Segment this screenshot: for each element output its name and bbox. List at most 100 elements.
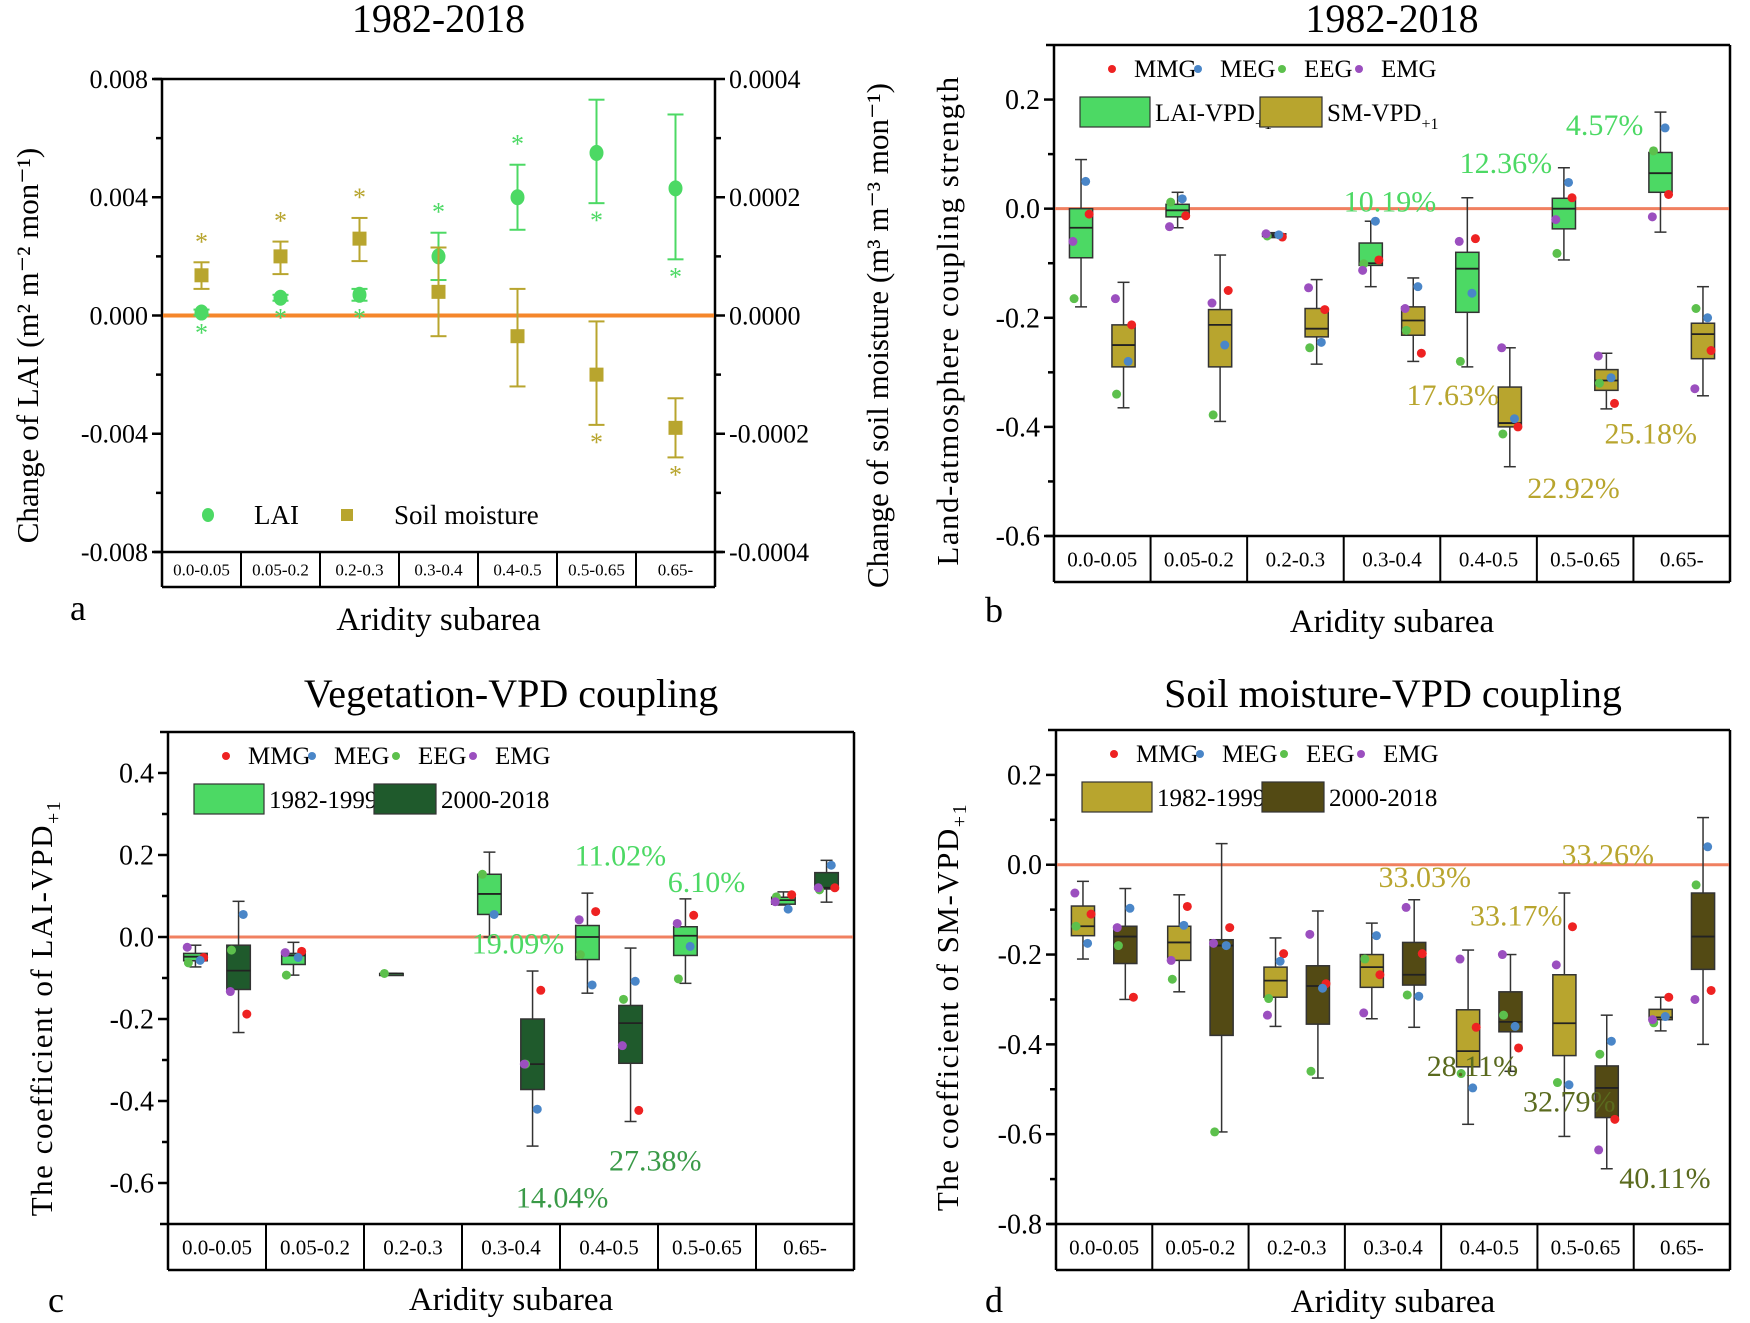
series-lai: * * * * * * *	[193, 98, 684, 348]
data-point-mmg	[1471, 1022, 1481, 1032]
data-point-emg	[1110, 294, 1120, 304]
data-point-meg	[826, 860, 836, 870]
y-tick-label: -0.2	[998, 940, 1042, 971]
data-point-eeg	[619, 994, 629, 1004]
data-point-mmg	[1225, 923, 1235, 933]
y-axis-right-label: Change of soil moisture (m³ m⁻³ mon⁻¹)	[860, 83, 895, 588]
box-plot	[378, 968, 404, 978]
x-tick-label: 0.65-	[1660, 1236, 1704, 1260]
data-point-mmg	[1513, 422, 1523, 432]
lai-point	[352, 286, 367, 303]
significance-asterisk: *	[353, 304, 366, 333]
data-point-meg	[238, 909, 248, 919]
x-tick-label: 0.0-0.05	[1069, 1236, 1139, 1260]
data-point-emg	[182, 942, 192, 952]
chart-title: 1982-2018	[352, 0, 525, 41]
box	[1551, 197, 1577, 230]
data-point-emg	[1209, 938, 1219, 948]
x-tick-label: 0.3-0.4	[414, 561, 463, 580]
legend-point-meg	[308, 752, 316, 760]
box-plot	[1304, 278, 1330, 365]
data-point-meg	[1564, 177, 1574, 187]
legend-box-label: 2000-2018	[441, 787, 549, 814]
data-point-eeg	[1498, 429, 1508, 439]
data-point-emg	[672, 918, 682, 928]
legend-point-label: MMG	[1134, 56, 1197, 83]
percentage-annotation: 22.92%	[1527, 472, 1620, 505]
box	[280, 952, 306, 966]
x-tick-label: 0.3-0.4	[1362, 548, 1422, 572]
x-tick-label: 0.05-0.2	[1164, 548, 1234, 572]
data-point-eeg	[1456, 1069, 1466, 1079]
data-point-mmg	[1320, 305, 1330, 315]
data-point-meg	[1220, 340, 1230, 350]
significance-asterisk: *	[590, 206, 603, 235]
legend-soil-moisture-marker	[341, 509, 353, 521]
data-point-meg	[1509, 414, 1519, 424]
data-point-mmg	[1567, 922, 1577, 932]
percentage-annotation: 6.10%	[668, 866, 746, 899]
legend-point-label: MEG	[1220, 56, 1276, 83]
data-point-meg	[489, 909, 499, 919]
x-tick-label: 0.65-	[658, 561, 694, 580]
percentage-annotation: 12.36%	[1460, 147, 1553, 180]
data-point-emg	[1164, 222, 1174, 232]
data-point-meg	[1177, 194, 1187, 204]
data-point-eeg	[227, 945, 237, 955]
y-tick-label: 0.0	[1007, 850, 1042, 881]
data-point-mmg	[1223, 286, 1233, 295]
legend-point-eeg	[1280, 750, 1288, 758]
data-point-emg	[225, 987, 235, 997]
y-axis-label-subscript: +1	[43, 800, 65, 824]
series-soil-moisture: * * * * *	[193, 183, 684, 489]
data-point-mmg	[1610, 398, 1620, 408]
box-plot	[1112, 887, 1138, 1002]
box	[1690, 892, 1716, 971]
box-plot	[1070, 880, 1096, 960]
soil-moisture-point	[194, 268, 209, 283]
data-point-mmg	[1514, 1043, 1524, 1053]
data-point-eeg	[1112, 389, 1122, 399]
legend-point-label: EMG	[495, 743, 551, 770]
legend-point-label: EMG	[1381, 56, 1437, 83]
data-point-eeg	[1069, 294, 1079, 304]
legend-point-mmg	[1110, 750, 1118, 758]
box-plot	[1594, 1014, 1620, 1170]
significance-asterisk: *	[669, 460, 682, 489]
x-tick-label: 0.65-	[1660, 548, 1704, 572]
x-axis-label: Aridity subarea	[409, 1282, 614, 1318]
lai-point	[194, 304, 209, 321]
x-tick-label: 0.5-0.65	[672, 1236, 742, 1260]
legend-point-label: EEG	[1304, 56, 1353, 83]
data-point-meg	[1606, 373, 1616, 383]
box-plot	[672, 898, 699, 985]
percentage-annotation: 32.79%	[1523, 1086, 1616, 1119]
data-point-mmg	[1128, 992, 1138, 1002]
legend-box-label-text: 1982-1999	[1157, 785, 1265, 812]
chart-title: Vegetation-VPD coupling	[304, 671, 718, 716]
panel-b: 1982-2018 0.0-0.05 0.05-0.2 0.2-0.3 0.3-0.4 0…	[930, 0, 1732, 640]
y-tick-label: -0.4	[996, 412, 1040, 443]
box-plot	[476, 851, 502, 938]
box	[1207, 308, 1233, 368]
box-plot	[813, 859, 840, 903]
data-point-mmg	[1470, 234, 1480, 244]
data-point-emg	[1068, 236, 1078, 246]
data-point-emg	[1401, 902, 1411, 912]
data-point-mmg	[1664, 189, 1674, 199]
data-point-emg	[1455, 954, 1465, 964]
box	[672, 926, 698, 957]
soil-moisture-point	[510, 329, 525, 344]
data-point-meg	[1179, 920, 1189, 930]
box-plot	[1401, 899, 1427, 1029]
y-right-tick-label: 0.0000	[729, 301, 801, 330]
soil-moisture-point	[668, 420, 683, 435]
data-point-eeg	[1552, 1078, 1562, 1088]
data-point-meg	[1606, 1036, 1616, 1046]
y-tick-label: -0.8	[998, 1210, 1042, 1241]
data-point-eeg	[1552, 248, 1562, 258]
data-point-emg	[1454, 236, 1464, 246]
x-tick-label: 0.4-0.5	[1459, 548, 1519, 572]
box	[226, 944, 252, 991]
box-plot	[1593, 351, 1620, 410]
